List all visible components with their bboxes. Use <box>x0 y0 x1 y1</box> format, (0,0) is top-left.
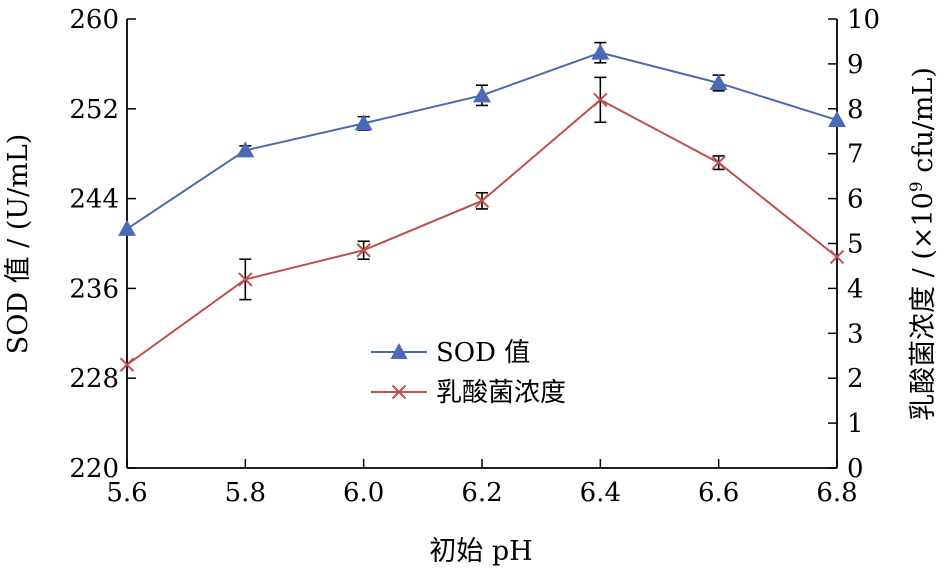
series-sod-point <box>591 43 610 60</box>
series-lab-point <box>119 357 135 372</box>
x-tick-label: 5.8 <box>225 478 266 508</box>
y-left-tick-label: 228 <box>69 364 119 394</box>
series-sod-point <box>236 141 255 158</box>
y-axis-right: 0 1 2 3 4 5 6 7 8 9 10 <box>828 5 880 484</box>
y-right-tick-label: 4 <box>847 274 864 304</box>
series-layer <box>118 41 846 372</box>
x-tick-label: 6.4 <box>580 478 621 508</box>
series-lab-point <box>356 243 371 258</box>
y-axis-right-title-main: 乳酸菌浓度 / (×10 <box>908 192 939 421</box>
x-axis: 5.6 5.8 6.0 6.2 6.4 6.6 6.8 <box>106 459 858 508</box>
x-tick-label: 6.2 <box>461 478 502 508</box>
legend: SOD 值 乳酸菌浓度 <box>371 338 566 408</box>
y-right-tick-label: 5 <box>847 230 864 260</box>
legend-sod-triangle-icon <box>390 343 408 359</box>
y-left-tick-label: 244 <box>69 185 119 215</box>
x-axis-title: 初始 pH <box>429 536 532 567</box>
x-tick-label: 6.8 <box>816 478 857 508</box>
y-axis-right-title: 乳酸菌浓度 / (×109 cfu/mL) <box>907 67 939 421</box>
y-axis-right-title-exponent: 9 <box>907 181 927 192</box>
series-lab-line <box>126 98 838 366</box>
y-right-tick-label: 6 <box>847 185 864 215</box>
y-axis-left-title: SOD 值 / (U/mL) <box>3 134 34 355</box>
y-left-tick-label: 220 <box>69 454 119 484</box>
y-left-tick-label: 236 <box>69 274 119 304</box>
y-right-tick-label: 7 <box>847 140 864 170</box>
series-sod-point <box>828 111 846 128</box>
series-lab-point <box>829 249 845 265</box>
series-lab-point <box>593 92 608 108</box>
series-lab-point <box>238 272 253 287</box>
y-right-tick-label: 2 <box>847 364 864 394</box>
series-lab-point <box>474 193 490 209</box>
series-sod-point <box>118 219 136 236</box>
legend-sod-label: SOD 值 <box>436 338 530 368</box>
y-left-tick-label: 260 <box>69 5 119 35</box>
y-axis-left: 220 228 236 244 252 260 <box>69 5 136 484</box>
series-sod-point <box>709 73 728 90</box>
y-right-tick-label: 10 <box>847 5 880 35</box>
y-axis-right-title-unit: cfu/mL) <box>908 67 939 181</box>
series-sod-point <box>354 114 373 131</box>
legend-lab-label: 乳酸菌浓度 <box>436 378 566 408</box>
x-tick-label: 6.6 <box>698 478 739 508</box>
series-lab-point <box>711 155 726 170</box>
y-left-tick-label: 252 <box>69 95 119 125</box>
legend-lab-x-icon <box>391 384 407 400</box>
y-right-tick-label: 0 <box>847 454 864 484</box>
y-right-tick-label: 1 <box>847 409 864 439</box>
y-right-tick-label: 3 <box>847 319 864 349</box>
y-right-tick-label: 8 <box>847 95 864 125</box>
y-right-tick-label: 9 <box>847 50 864 80</box>
x-tick-label: 5.6 <box>106 478 147 508</box>
x-tick-label: 6.0 <box>343 478 384 508</box>
series-sod-point <box>473 86 491 103</box>
